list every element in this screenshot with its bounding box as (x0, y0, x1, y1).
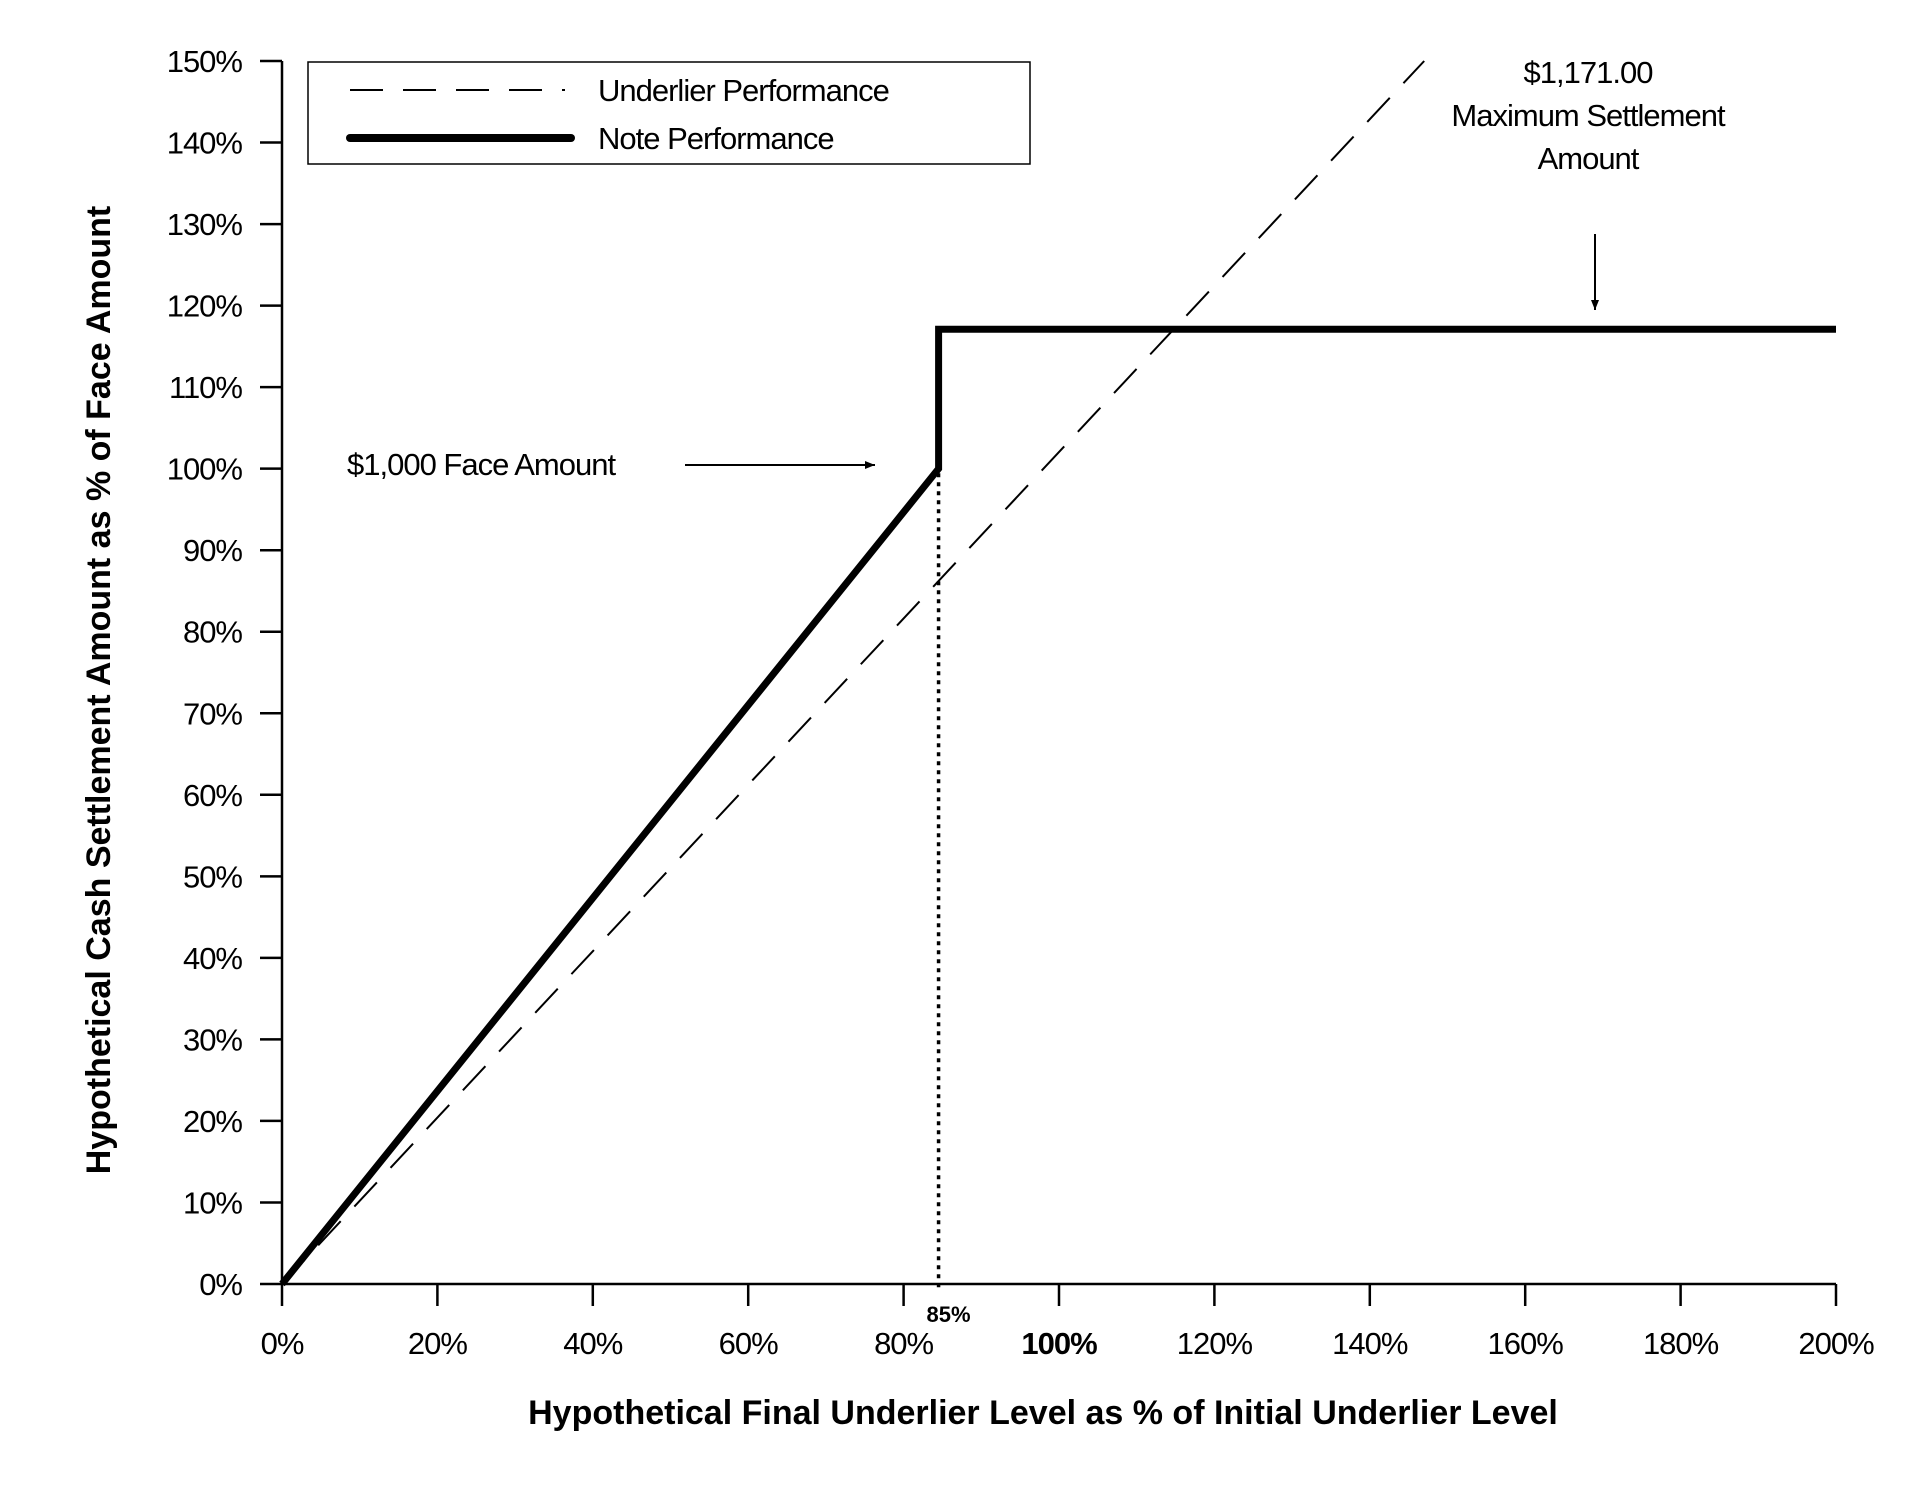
y-tick-label: 60% (183, 778, 242, 813)
y-tick-label: 140% (167, 126, 243, 161)
x-tick-label: 0% (261, 1326, 304, 1361)
legend: Underlier Performance Note Performance (307, 61, 1031, 165)
annotation-face-amount-text: $1,000 Face Amount (347, 447, 616, 482)
series-layer (279, 60, 1836, 1287)
axes (280, 61, 1836, 1286)
x-tick-label: 100% (1021, 1326, 1097, 1361)
x-tick-label: 120% (1177, 1326, 1253, 1361)
y-tick-label: 40% (183, 941, 242, 976)
x-tick-label: 160% (1488, 1326, 1564, 1361)
y-tick-label: 120% (167, 289, 243, 324)
x-tick-label: 180% (1643, 1326, 1719, 1361)
x-tick-label: 40% (563, 1326, 622, 1361)
y-tick-label: 80% (183, 615, 242, 650)
y-tick-label: 50% (183, 859, 242, 894)
y-tick-label: 70% (183, 696, 242, 731)
y-tick-label: 110% (169, 370, 242, 405)
series-line-note (279, 325, 1836, 1287)
threshold-label: 85% (927, 1302, 971, 1327)
x-tick-label: 140% (1332, 1326, 1408, 1361)
x-tick-label: 80% (874, 1326, 933, 1361)
x-axis-ticks: 0% 20% 40% 60% 80% 100% 120% 140% 160% 180% 200% (261, 1284, 1875, 1361)
legend-box (307, 61, 1031, 165)
y-tick-label: 100% (167, 452, 243, 487)
annotation-face-amount: $1,000 Face Amount (347, 447, 875, 482)
y-tick-label: 10% (183, 1185, 242, 1220)
y-tick-label: 20% (183, 1104, 242, 1139)
annotation-max-settlement: $1,171.00 Maximum Settlement Amount (1451, 55, 1727, 310)
y-tick-label: 30% (183, 1022, 242, 1057)
legend-label-underlier: Underlier Performance (598, 73, 889, 108)
annotation-max-line-2: Maximum Settlement (1451, 98, 1726, 133)
y-tick-label: 0% (199, 1267, 242, 1302)
series-line-underlier (281, 60, 1425, 1285)
y-tick-label: 130% (167, 207, 243, 242)
y-tick-label: 150% (167, 44, 243, 79)
legend-label-note: Note Performance (598, 121, 834, 156)
x-tick-label: 60% (719, 1326, 778, 1361)
y-axis-title: Hypothetical Cash Settlement Amount as %… (80, 206, 118, 1175)
x-tick-label: 200% (1798, 1326, 1874, 1361)
annotation-max-line-3: Amount (1538, 141, 1640, 176)
y-axis-ticks: 0% 10% 20% 30% 40% 50% 60% 70% 80% 90% 100% 110% 120… (167, 44, 282, 1302)
annotation-max-line-1: $1,171.00 (1524, 55, 1654, 90)
y-tick-label: 90% (183, 533, 242, 568)
x-tick-label: 20% (408, 1326, 467, 1361)
x-axis-title: Hypothetical Final Underlier Level as % … (528, 1394, 1558, 1432)
